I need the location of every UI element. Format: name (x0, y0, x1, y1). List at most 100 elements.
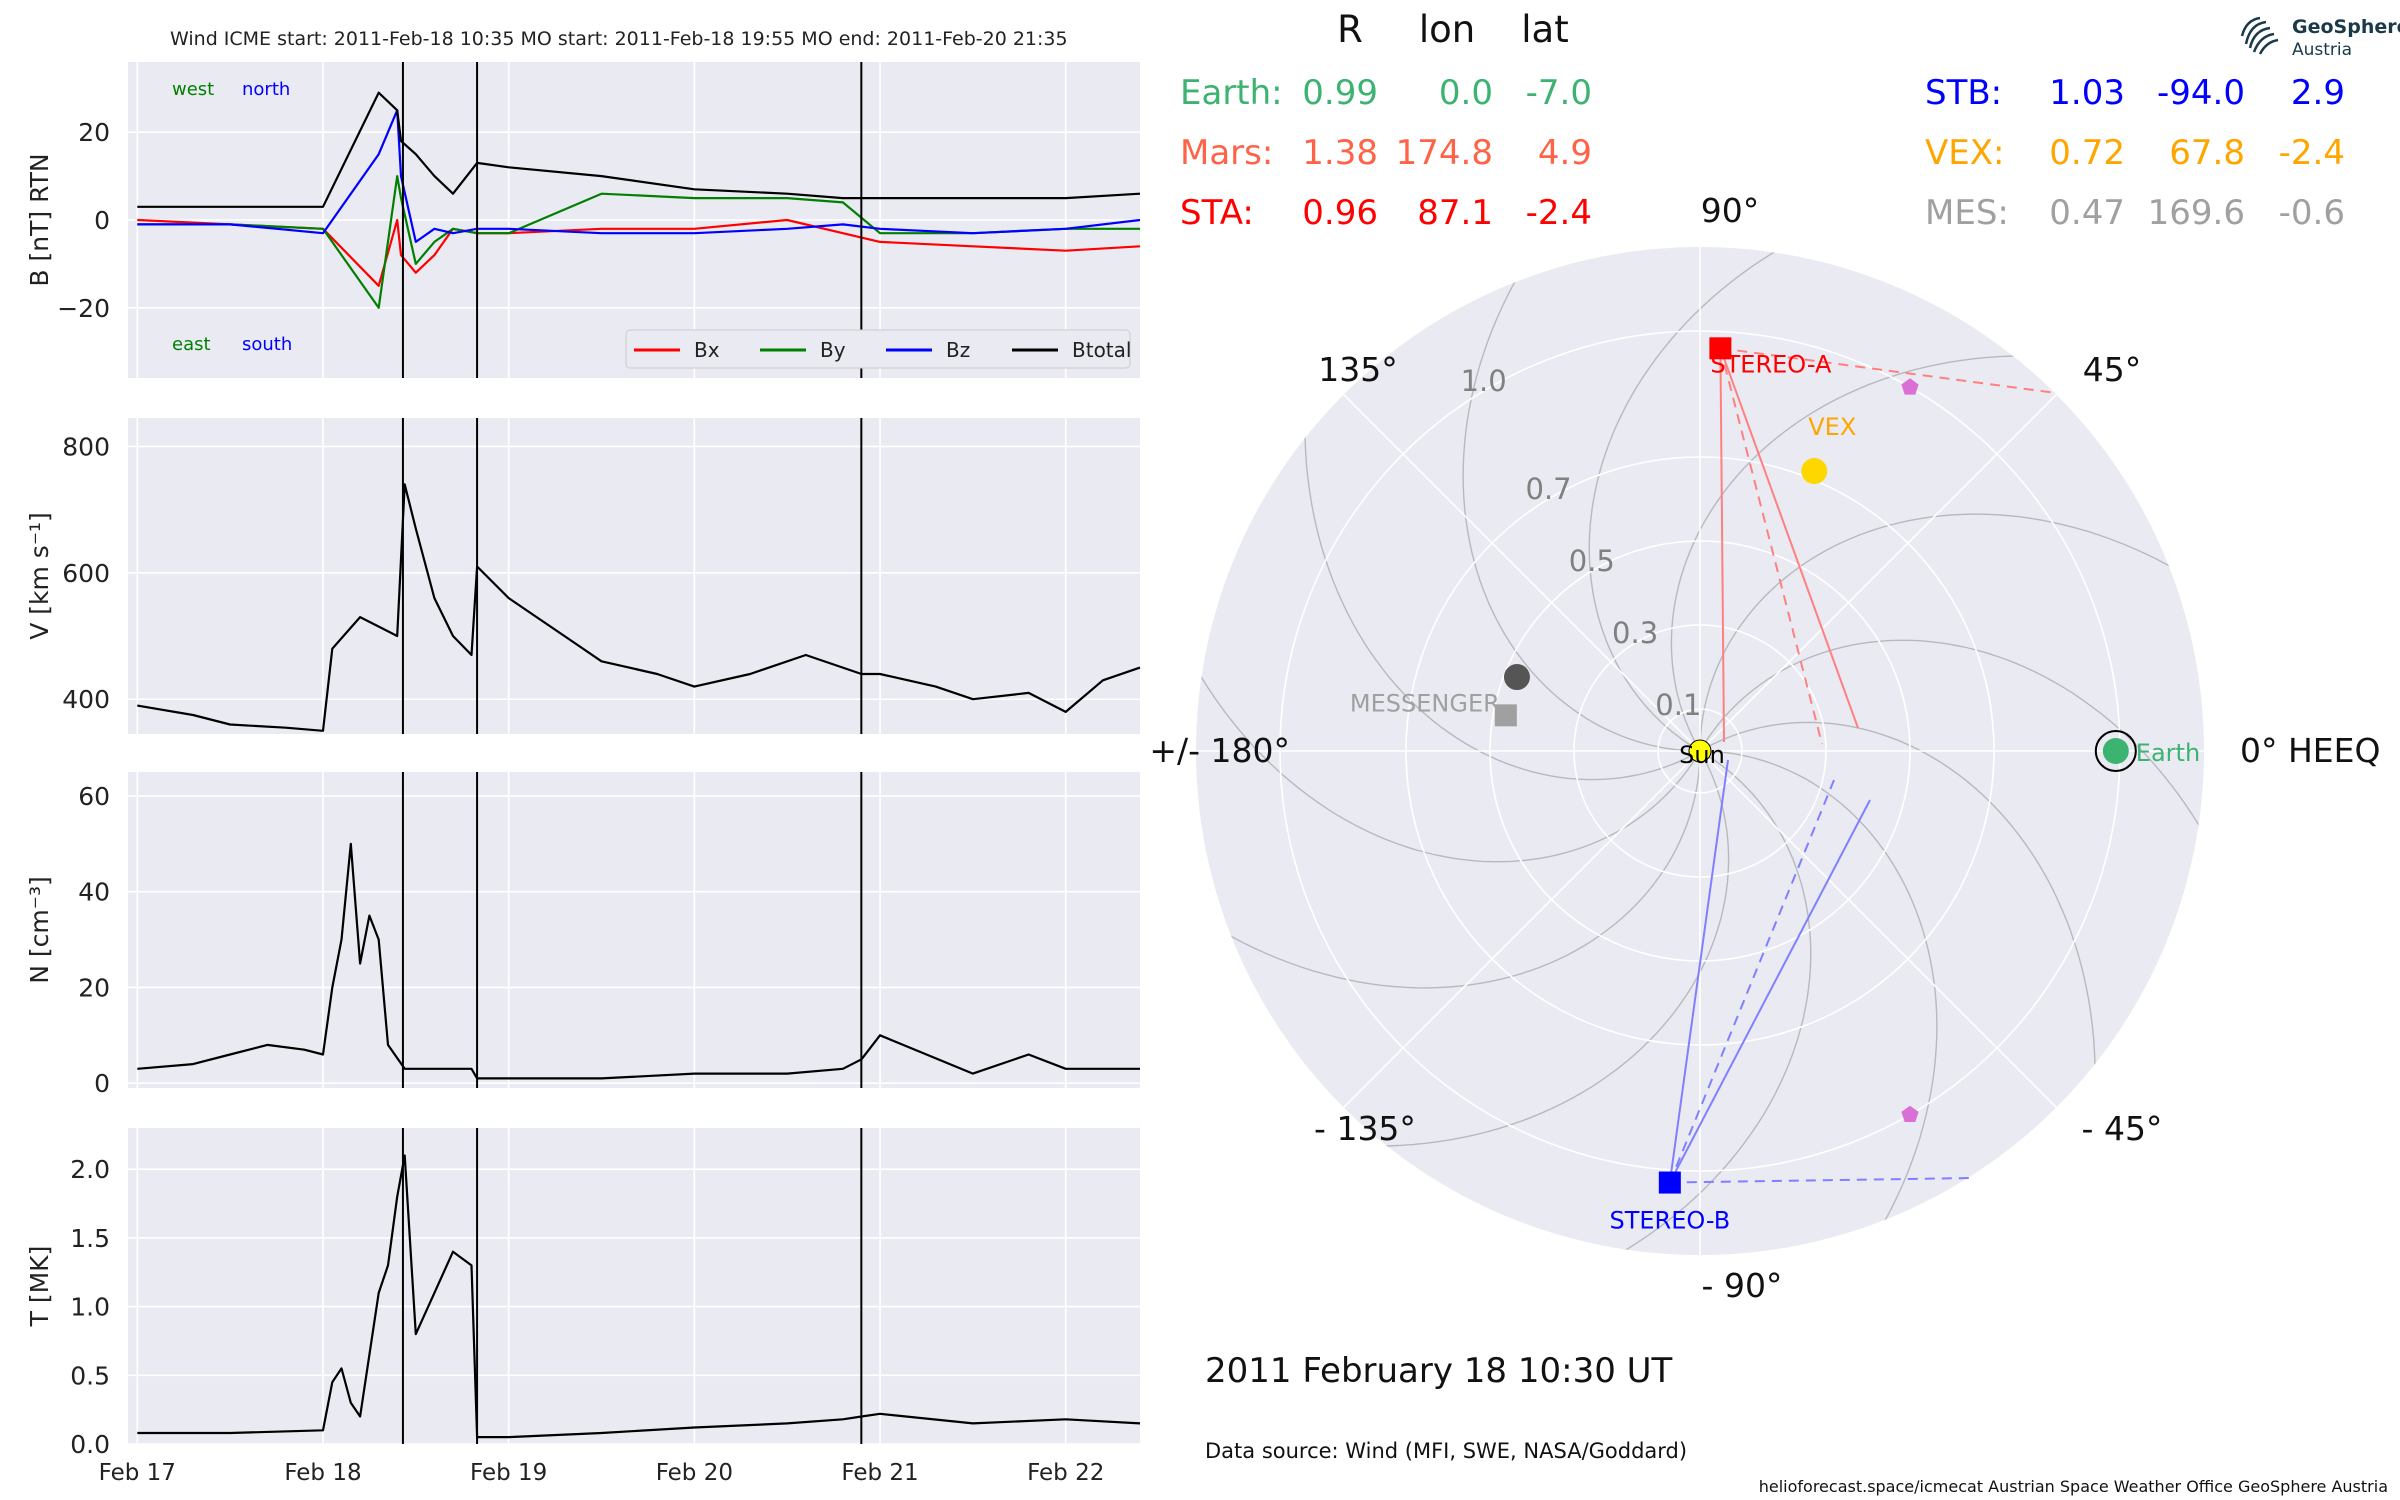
data-source-label: Data source: Wind (MFI, SWE, NASA/Goddar… (1205, 1439, 1687, 1463)
table-row-name: STA: (1180, 193, 1254, 233)
body-marker-vex (1801, 458, 1828, 485)
panel-background (128, 1128, 1140, 1444)
table-row-lon: -94.0 (2157, 73, 2245, 113)
earth-ring (2094, 730, 2137, 772)
body-label: VEX (1808, 413, 1856, 441)
y-tick-label: 1.0 (70, 1293, 110, 1322)
stereo-a-fov-line (1719, 347, 1859, 729)
table-row-r: 0.47 (2049, 193, 2125, 233)
panel-background (128, 418, 1140, 734)
legend-label: By (820, 338, 846, 362)
y-tick-label: 400 (62, 685, 110, 714)
table-row-lon: 87.1 (1417, 193, 1493, 233)
geosphere-logo: GeoSphere Austria (2240, 14, 2400, 64)
panel-background (128, 772, 1140, 1088)
table-row-r: 0.72 (2049, 133, 2125, 173)
y-tick-label: 20 (78, 973, 110, 1002)
body-label: STEREO-B (1609, 1207, 1730, 1235)
polar-angle-label: - 45° (2082, 1109, 2163, 1148)
table-header: R (1337, 8, 1363, 51)
parker-spiral-line (1699, 513, 2192, 752)
table-row-lat: -2.4 (1526, 193, 1592, 233)
legend-label: Btotal (1072, 338, 1131, 362)
body-label: STEREO-A (1710, 350, 1832, 378)
table-row-lat: -2.4 (2279, 133, 2345, 173)
stereo-a-los-line (1719, 348, 1725, 743)
table-row-lat: -0.6 (2279, 193, 2345, 233)
polar-angle-label: 45° (2083, 350, 2142, 389)
corner-label-north: north (242, 79, 290, 100)
logo-line2: Austria (2292, 40, 2353, 60)
corner-label-south: south (242, 334, 292, 355)
x-tick-label: Feb 20 (656, 1460, 733, 1486)
polar-radius-tick-label: 0.1 (1655, 688, 1701, 722)
polar-radius-tick-label: 0.5 (1569, 544, 1615, 578)
logo-line1: GeoSphere (2292, 16, 2400, 38)
body-marker-earth (2102, 738, 2129, 764)
polar-angle-label: 135° (1318, 350, 1398, 389)
date-label: 2011 February 18 10:30 UT (1205, 1351, 1673, 1391)
polar-angle-label: - 135° (1314, 1109, 1416, 1148)
stereo-a-fov-dashed (1719, 348, 1823, 745)
parker-spiral-line (1588, 247, 1797, 752)
parker-spiral-line (1360, 750, 1730, 1147)
series-line-v (137, 483, 1141, 732)
legend-box (625, 329, 1131, 369)
body-marker-messenger (1494, 704, 1517, 727)
stereo-b-fov-line (1668, 799, 1871, 1184)
table-row-lon: 174.8 (1396, 133, 1493, 173)
polar-radius-gridline (1657, 708, 1743, 794)
table-row-lon: 0.0 (1439, 73, 1493, 113)
table-row-name: Earth: (1180, 73, 1283, 113)
x-tick-label: Feb 21 (841, 1460, 918, 1486)
polar-radius-gridline (1405, 456, 1995, 1046)
y-tick-label: 20 (78, 118, 110, 147)
polar-angle-label: +/- 180° (1149, 731, 1290, 770)
geosphere-logo-icon (2240, 16, 2279, 55)
parker-spiral-line (1196, 654, 1701, 863)
legend-label: Bx (694, 338, 720, 362)
y-tick-label: 600 (62, 559, 110, 588)
table-row-lat: 4.9 (1538, 133, 1592, 173)
polar-radius-tick-label: 0.7 (1526, 472, 1572, 506)
table-row-name: Mars: (1180, 133, 1273, 173)
legend-label: Bz (946, 338, 970, 362)
body-marker-unlabelled (1901, 378, 1919, 395)
body-label: Earth (2136, 739, 2200, 767)
y-tick-label: 0 (94, 206, 110, 235)
parker-spiral-line (1670, 355, 2040, 752)
stereo-a-hi-dashed (1720, 347, 2057, 394)
footer-credits: helioforecast.space/icmecat Austrian Spa… (1759, 1477, 2388, 1496)
stereo-b-fov-dashed (1668, 779, 1835, 1183)
body-marker-unlabelled (1901, 1105, 1919, 1122)
series-line-t (137, 1154, 1141, 1439)
body-label: MESSENGER (1350, 689, 1500, 717)
y-axis-label: V [km s⁻¹] (25, 512, 54, 640)
body-marker-stereo-a (1709, 337, 1732, 360)
body-marker-unlabelled (1503, 664, 1530, 691)
y-tick-label: 0.0 (70, 1430, 110, 1459)
table-row-name: VEX: (1925, 133, 2005, 173)
parker-spiral-line (1208, 750, 1701, 989)
figure-title: Wind ICME start: 2011-Feb-18 10:35 MO st… (170, 28, 1068, 50)
table-row-r: 0.99 (1302, 73, 1378, 113)
y-axis-label: B [nT] RTN (25, 153, 54, 286)
body-label: Sun (1679, 741, 1725, 769)
table-row-lat: -7.0 (1526, 73, 1592, 113)
y-axis-label: T [MK] (25, 1246, 54, 1328)
polar-radius-gridline (1573, 624, 1827, 878)
table-row-lat: 2.9 (2291, 73, 2345, 113)
y-tick-label: 2.0 (70, 1155, 110, 1184)
y-tick-label: 60 (78, 782, 110, 811)
corner-label-east: east (172, 334, 211, 355)
x-tick-label: Feb 18 (284, 1460, 361, 1486)
polar-angle-label: - 90° (1702, 1266, 1783, 1305)
parker-spiral-line (1304, 411, 1701, 781)
polar-angle-label: 90° (1701, 191, 1760, 230)
y-tick-label: 40 (78, 878, 110, 907)
polar-radius-tick-label: 0.3 (1612, 616, 1658, 650)
body-marker-stereo-b (1658, 1171, 1681, 1194)
x-tick-label: Feb 19 (470, 1460, 547, 1486)
polar-radius-tick-label: 1.0 (1461, 364, 1507, 398)
y-tick-label: 1.5 (70, 1224, 110, 1253)
